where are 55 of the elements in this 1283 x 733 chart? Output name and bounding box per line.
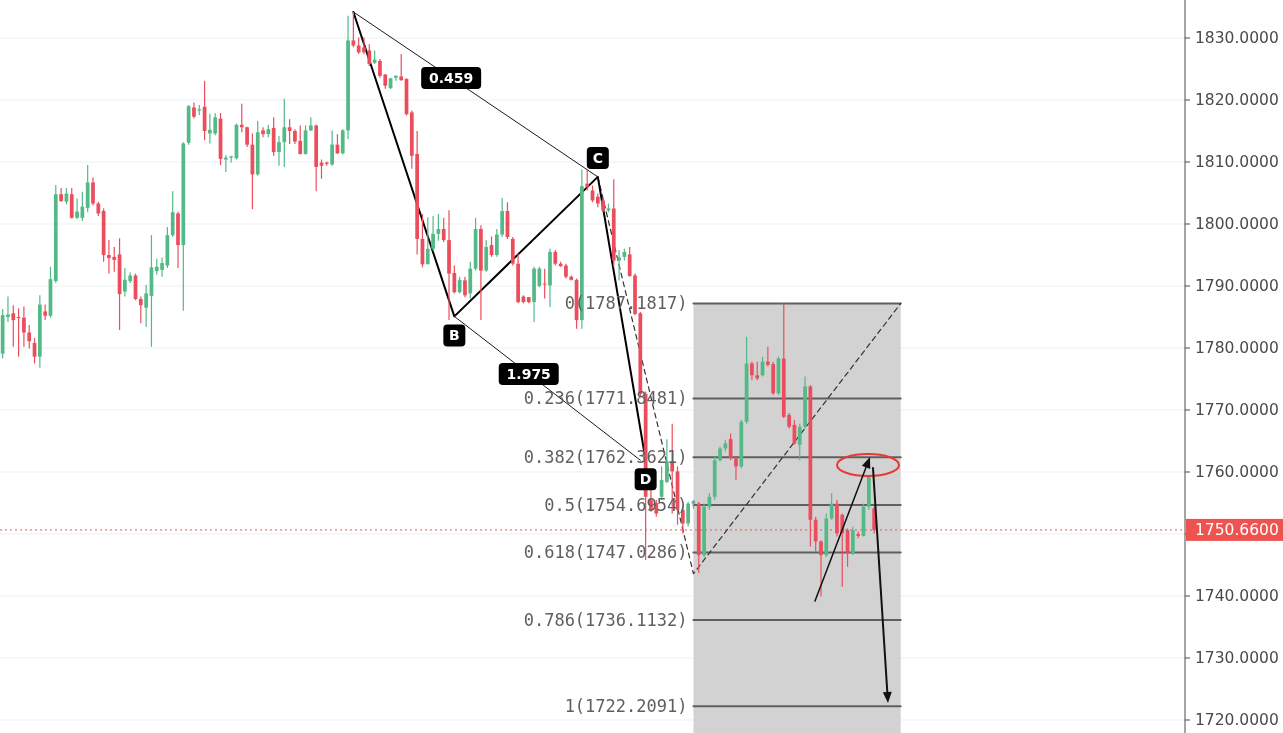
- candlestick: [851, 525, 855, 556]
- candlestick: [585, 169, 590, 192]
- candlestick: [11, 304, 16, 348]
- candlestick: [755, 361, 760, 381]
- candlestick: [309, 116, 313, 132]
- candlestick: [728, 432, 733, 461]
- candlestick: [394, 74, 398, 82]
- candlestick: [170, 190, 175, 238]
- candlestick: [22, 305, 26, 348]
- candlestick: [340, 128, 345, 156]
- y-tick-label: 1820.0000: [1195, 91, 1279, 110]
- series-label: 1(1722.2091): [564, 696, 688, 717]
- y-tick-label: 1740.0000: [1195, 587, 1279, 606]
- candlestick: [138, 295, 143, 324]
- candlestick: [27, 324, 32, 350]
- y-tick-label: 1780.0000: [1195, 339, 1279, 358]
- data-label: D: [639, 471, 652, 488]
- candlestick: [261, 126, 265, 138]
- y-tick-label: 1800.0000: [1195, 215, 1279, 234]
- candlestick: [542, 268, 547, 299]
- candlestick: [431, 215, 435, 252]
- candlestick: [750, 361, 754, 381]
- candlestick: [277, 135, 281, 167]
- series-label: 0.459: [429, 69, 474, 86]
- data-label: C: [592, 149, 603, 166]
- candlestick: [484, 239, 489, 273]
- candlestick: [330, 129, 334, 167]
- candlestick: [500, 197, 505, 238]
- candlestick: [813, 516, 818, 552]
- candlestick: [399, 53, 404, 82]
- candlestick: [144, 284, 148, 328]
- data-label: B: [449, 327, 460, 344]
- series-label: 1.975: [506, 365, 551, 382]
- y-tick-label: 1760.0000: [1195, 463, 1279, 482]
- candlestick: [686, 501, 691, 528]
- y-tick-label: 1720.0000: [1195, 711, 1279, 730]
- candlestick: [494, 228, 499, 258]
- candlestick: [91, 176, 95, 206]
- y-tick-label: 1830.0000: [1195, 29, 1279, 48]
- candlestick: [797, 423, 802, 461]
- candlestick: [441, 217, 446, 243]
- candlestick: [69, 187, 74, 220]
- y-tick-label: 1770.0000: [1195, 401, 1279, 420]
- ref-line-label: 1750.6600: [1195, 521, 1279, 540]
- candlestick: [282, 98, 287, 168]
- candlestick: [819, 539, 823, 598]
- series-label: 0.786(1736.1132): [523, 610, 688, 631]
- y-tick-label: 1810.0000: [1195, 153, 1279, 172]
- candlestick: [425, 216, 430, 265]
- candlestick: [75, 197, 79, 220]
- candlestick: [734, 455, 738, 481]
- y-tick-label: 1790.0000: [1195, 277, 1279, 296]
- candlestick: [617, 249, 621, 282]
- candlestick: [463, 276, 467, 298]
- y-tick-label: 1730.0000: [1195, 649, 1279, 668]
